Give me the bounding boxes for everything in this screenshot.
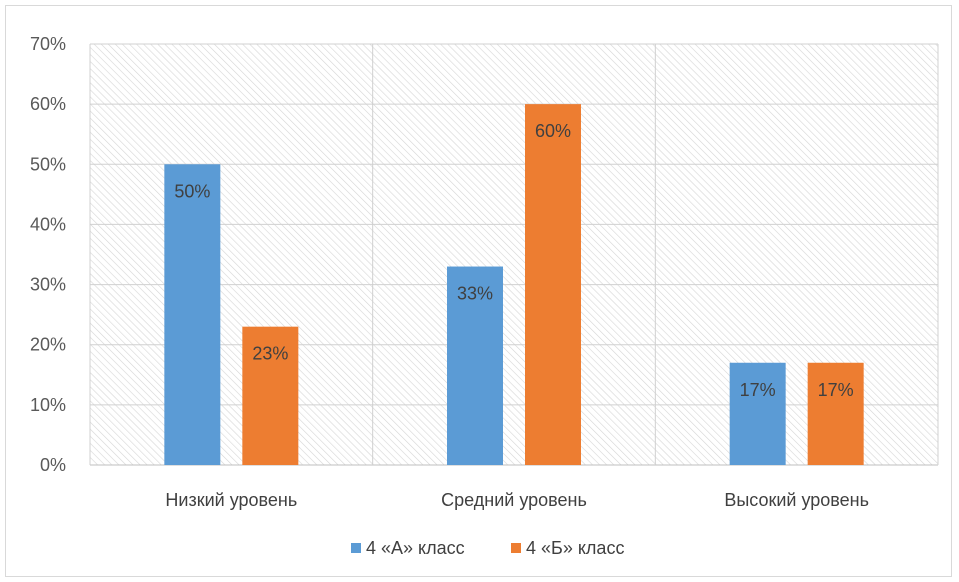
- plot-area: [90, 44, 938, 465]
- bars: 50% 23% 33% 60% 17% 17%: [164, 104, 864, 466]
- data-label: 33%: [457, 284, 493, 304]
- bar: [242, 326, 299, 465]
- y-tick-label: 50%: [30, 154, 66, 174]
- data-label: 17%: [740, 380, 776, 400]
- y-tick-label: 20%: [30, 335, 66, 355]
- legend-label: 4 «Б» класс: [526, 538, 624, 558]
- x-tick-label: Средний уровень: [441, 490, 587, 510]
- legend-label: 4 «А» класс: [366, 538, 465, 558]
- bar: [525, 104, 581, 466]
- legend-swatch: [351, 543, 361, 553]
- bar: [807, 362, 864, 465]
- data-label: 23%: [252, 344, 288, 364]
- data-label: 50%: [174, 181, 210, 201]
- gridlines: [89, 43, 939, 466]
- y-tick-label: 30%: [30, 275, 66, 295]
- data-label: 60%: [535, 121, 571, 141]
- x-tick-label: Низкий уровень: [165, 490, 297, 510]
- legend: 4 «А» класс 4 «Б» класс: [351, 538, 624, 558]
- y-tick-label: 10%: [30, 395, 66, 415]
- y-tick-label: 40%: [30, 214, 66, 234]
- y-tick-label: 0%: [40, 455, 66, 475]
- bar: [447, 266, 503, 465]
- bar: [729, 362, 786, 465]
- legend-swatch: [511, 543, 521, 553]
- x-tick-label: Высокий уровень: [724, 490, 869, 510]
- y-tick-label: 70%: [30, 34, 66, 54]
- y-tick-label: 60%: [30, 94, 66, 114]
- bar: [164, 164, 221, 466]
- x-axis-labels: Низкий уровень Средний уровень Высокий уро…: [165, 490, 869, 510]
- data-label: 17%: [818, 380, 854, 400]
- y-axis-ticks: 0% 10% 20% 30% 40% 50% 60% 70%: [30, 34, 66, 475]
